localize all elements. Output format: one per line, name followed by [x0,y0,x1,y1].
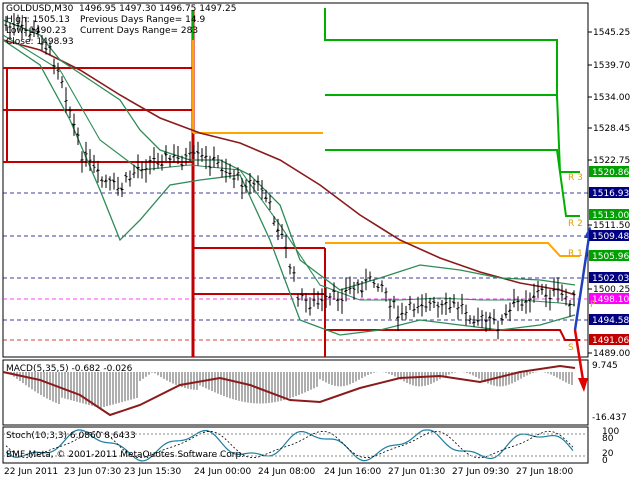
time-tick: 24 Jun 00:00 [194,467,251,477]
forecast-arrows [573,226,594,392]
price-tag: 1505.96 [592,252,629,262]
level-label-r1: R 1 [568,249,583,259]
time-tick: 27 Jun 18:00 [516,467,573,477]
previous-days-range: Previous Days Range= 14.9 [80,15,206,25]
price-bars [4,13,576,340]
time-axis: 22 Jun 2011 23 Jun 07:30 23 Jun 15:30 24 Ju… [4,467,573,477]
macd-title: MACD(5,35,5) -0.682 -0.026 [6,364,133,374]
time-tick: 27 Jun 01:30 [388,467,445,477]
macd-top-tick: 9.745 [592,361,618,371]
price-tag: 1516.93 [592,189,629,199]
price-tick: 1534.00 [593,93,630,103]
macd-histogram [2,364,576,417]
close-value: Close: 1498.93 [6,37,74,47]
price-tick: 1511.50 [593,221,630,231]
level-label-r2: R 2 [568,219,583,229]
time-tick: 23 Jun 15:30 [124,467,181,477]
level-label-r3: R 3 [568,173,583,183]
price-tag: 1498.10 [592,295,629,305]
stochastic-lines [3,429,588,462]
price-tag: 1494.58 [592,316,629,326]
price-tags: 1520.86 1516.93 1513.00 1509.48 1505.96 1502.… [589,166,629,346]
price-tick: 1522.75 [593,156,630,166]
price-tick: 1545.25 [593,28,630,38]
price-tick: 1528.45 [593,124,630,134]
time-tick: 23 Jun 07:30 [64,467,121,477]
price-tag: 1509.48 [592,232,629,242]
stoch-tick-0: 0 [602,456,608,466]
high-value: High: 1505.13 [6,15,70,25]
price-axis: 1545.25 1539.70 1534.00 1528.45 1522.75 1511.… [588,28,630,359]
price-tag: 1491.06 [592,336,629,346]
price-tag: 1520.86 [592,168,629,178]
macd-bottom-tick: -16.437 [592,413,627,423]
price-tick: 1539.70 [593,61,630,71]
stoch-title: Stoch(10,3,3) 6.0860 8.6433 [6,431,136,441]
time-tick: 27 Jun 09:30 [452,467,509,477]
stoch-tick-20: 20 [602,449,614,459]
price-panel[interactable] [2,2,589,358]
time-tick: 22 Jun 2011 [4,467,58,477]
time-tick: 24 Jun 08:00 [258,467,315,477]
stoch-tick-80: 80 [602,434,614,444]
price-tag: 1513.00 [592,211,629,221]
level-label-p: P [590,300,596,310]
price-tag: 1502.03 [592,274,629,284]
current-days-range: Current Days Range= 283 [80,26,199,36]
price-tick: 1500.25 [593,285,630,295]
symbol-line: GOLDUSD,M30 1496.95 1497.30 1496.75 1497… [6,4,237,14]
low-value: Low: 1490.23 [6,26,67,36]
level-label-s: S [568,343,574,353]
price-tick: 1489.00 [593,349,630,359]
time-tick: 24 Jun 16:00 [324,467,381,477]
stoch-tick-100: 100 [602,427,619,437]
copyright-text: BMF-Meta, © 2001-2011 MetaQuotes Softwar… [6,450,244,460]
